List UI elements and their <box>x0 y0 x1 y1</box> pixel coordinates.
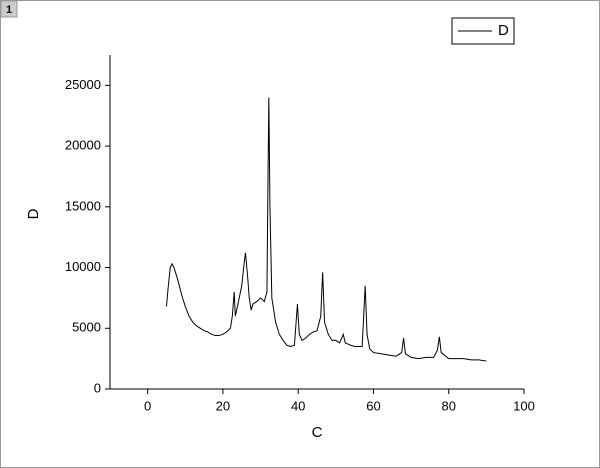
window-tab[interactable] <box>0 0 18 18</box>
x-axis-label: C <box>312 424 323 441</box>
window-tab-label: 1 <box>6 4 12 16</box>
y-tick-label: 0 <box>94 380 101 395</box>
x-tick-label: 20 <box>216 398 230 413</box>
x-tick-label: 100 <box>513 398 535 413</box>
data-line <box>165 97 487 362</box>
y-tick-label: 20000 <box>65 138 101 153</box>
x-tick-label: 80 <box>441 398 455 413</box>
x-tick-label: 40 <box>291 398 305 413</box>
y-tick-label: 5000 <box>72 320 101 335</box>
y-tick-label: 15000 <box>65 198 101 213</box>
y-tick-label: 25000 <box>65 77 101 92</box>
x-tick-label: 0 <box>144 398 151 413</box>
x-tick-label: 60 <box>366 398 380 413</box>
legend-label: D <box>498 22 509 39</box>
y-axis-label: D <box>25 208 42 219</box>
y-tick-label: 10000 <box>65 259 101 274</box>
